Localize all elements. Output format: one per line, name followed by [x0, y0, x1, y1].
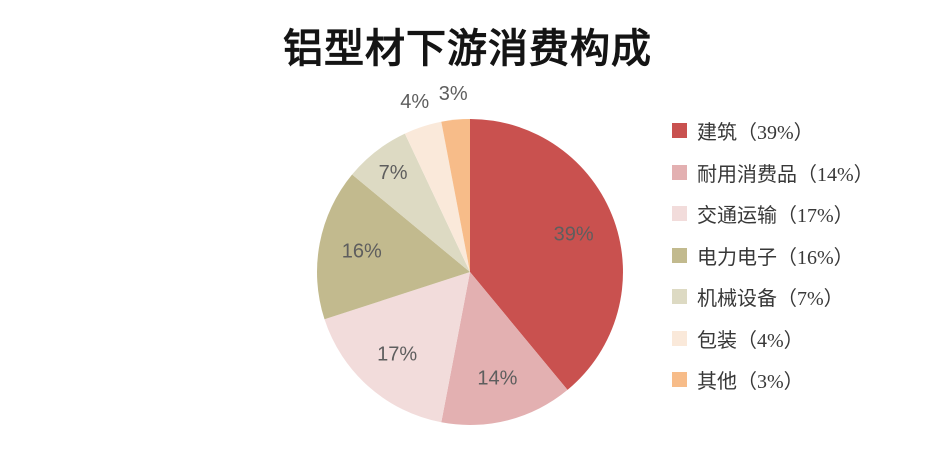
legend-item-交通运输: 交通运输（17%） — [672, 193, 874, 235]
chart-title: 铝型材下游消费构成 — [283, 27, 652, 71]
legend-swatch-耐用消费品 — [672, 164, 687, 180]
pie-label-其他: 3% — [439, 83, 468, 105]
pie-slice-耐用消费品 — [441, 272, 568, 426]
legend-swatch-交通运输 — [672, 206, 687, 222]
legend-swatch-电力电子 — [672, 247, 687, 263]
legend-item-包装: 包装（4%） — [672, 318, 874, 360]
pie-slice-电力电子 — [317, 174, 470, 320]
legend-item-建筑: 建筑（39%） — [672, 110, 874, 152]
legend-label-电力电子: 电力电子（16%） — [697, 246, 854, 269]
pie-slice-包装 — [404, 121, 470, 272]
pie-slice-机械设备 — [352, 133, 470, 272]
legend: 建筑（39%） 耐用消费品（14%） 交通运输（17%） 电力电子（16%） 机械设备（… — [672, 110, 874, 401]
pie-label-交通运输: 17% — [377, 344, 417, 366]
legend-label-耐用消费品: 耐用消费品（14%） — [697, 163, 874, 186]
legend-item-其他: 其他（3%） — [672, 359, 874, 401]
legend-swatch-机械设备 — [672, 289, 687, 305]
legend-item-机械设备: 机械设备（7%） — [672, 276, 874, 318]
pie-label-电力电子: 16% — [342, 240, 382, 262]
legend-swatch-其他 — [672, 372, 687, 388]
legend-label-机械设备: 机械设备（7%） — [697, 288, 844, 311]
pie-slice-交通运输 — [324, 272, 470, 423]
legend-label-包装: 包装（4%） — [697, 329, 804, 352]
pie-label-耐用消费品: 14% — [477, 368, 517, 390]
pie-label-机械设备: 7% — [379, 162, 408, 184]
legend-item-电力电子: 电力电子（16%） — [672, 235, 874, 277]
legend-label-交通运输: 交通运输（17%） — [697, 205, 854, 228]
legend-item-耐用消费品: 耐用消费品（14%） — [672, 152, 874, 194]
pie-label-包装: 4% — [400, 91, 429, 113]
pie-slice-建筑 — [470, 119, 623, 390]
legend-label-建筑: 建筑（39%） — [697, 122, 814, 145]
legend-swatch-包装 — [672, 330, 687, 346]
legend-label-其他: 其他（3%） — [697, 371, 804, 394]
pie-slice-其他 — [441, 118, 470, 273]
pie-label-建筑: 39% — [554, 224, 594, 246]
legend-swatch-建筑 — [672, 123, 687, 139]
